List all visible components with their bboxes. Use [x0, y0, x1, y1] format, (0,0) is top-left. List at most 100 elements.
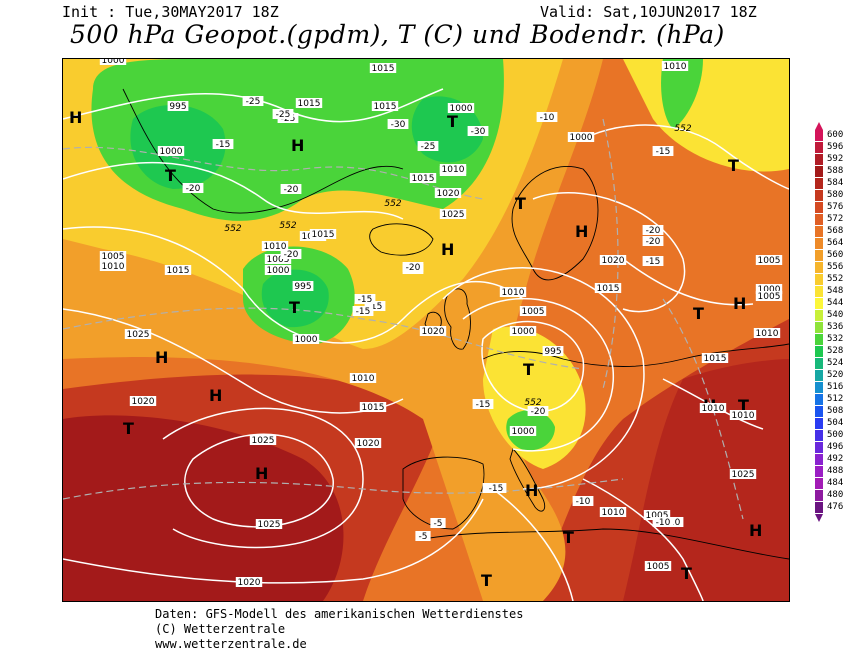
svg-text:-15: -15: [356, 307, 371, 317]
svg-text:-15: -15: [646, 257, 661, 267]
svg-text:1015: 1015: [312, 230, 335, 240]
scale-swatch: [815, 454, 823, 465]
svg-text:1000: 1000: [160, 147, 183, 157]
scale-label: 580: [827, 190, 844, 200]
pressure-label: 1020: [129, 396, 157, 407]
svg-text:995: 995: [544, 347, 561, 357]
coast-greenland: [122, 88, 404, 214]
pressure-label: 1010: [753, 328, 781, 339]
svg-text:1000: 1000: [512, 327, 535, 337]
temperature-label: -25: [242, 96, 264, 107]
scale-swatch: [815, 274, 823, 285]
svg-text:1005: 1005: [647, 562, 670, 572]
scale-label: 572: [827, 214, 844, 224]
svg-text:1005: 1005: [267, 255, 290, 265]
svg-text:1020: 1020: [238, 578, 261, 588]
low-symbol: T: [515, 194, 526, 213]
scale-swatch: [815, 286, 823, 297]
pressure-label: 1000: [292, 334, 320, 345]
svg-text:-20: -20: [646, 237, 661, 247]
geopotential-label: 552: [674, 124, 691, 134]
high-symbol: H: [69, 108, 82, 127]
svg-text:1025: 1025: [252, 436, 275, 446]
temperature-label: -20: [280, 184, 302, 195]
scale-swatch: [815, 418, 823, 429]
pressure-label: 1010: [99, 261, 127, 272]
pressure-label: 1015: [701, 353, 729, 364]
low-symbol: T: [523, 360, 534, 379]
scale-label: 600: [827, 130, 844, 140]
scale-label: 488: [827, 466, 844, 476]
isobar-6: [162, 407, 364, 549]
pressure-label: 1015: [359, 402, 387, 413]
svg-text:-20: -20: [284, 185, 299, 195]
temperature-label: -20: [642, 236, 664, 247]
pressure-label: 1025: [255, 519, 283, 530]
isobar-5: [184, 433, 334, 528]
low-symbol: T: [681, 564, 692, 583]
scale-swatch: [815, 298, 823, 309]
svg-text:1010: 1010: [264, 242, 287, 252]
temperature-label: -20: [527, 406, 549, 417]
pressure-label: 1015: [369, 63, 397, 74]
scale-label: 476: [827, 502, 844, 512]
temperature-label: -20: [182, 183, 204, 194]
pressure-label: 1010: [661, 61, 689, 72]
pressure-label: 1005: [755, 255, 783, 266]
svg-text:1010: 1010: [442, 165, 465, 175]
scale-swatch: [815, 250, 823, 261]
svg-text:1010: 1010: [502, 288, 525, 298]
scale-swatch: [815, 130, 823, 141]
svg-text:-15: -15: [216, 140, 231, 150]
scale-swatch: [815, 310, 823, 321]
svg-text:1020: 1020: [422, 327, 445, 337]
pressure-label: 1010: [499, 287, 527, 298]
scale-swatch: [815, 466, 823, 477]
color-scale: 600 596 592 588 584 580 576 572 568 564 560 556 552 5…: [810, 122, 850, 530]
svg-text:-15: -15: [476, 400, 491, 410]
scale-label: 576: [827, 202, 844, 212]
svg-text:-10: -10: [576, 497, 591, 507]
scale-label: 592: [827, 154, 844, 164]
high-symbol: H: [291, 136, 304, 155]
svg-text:1005: 1005: [522, 307, 545, 317]
pressure-label: 1005: [519, 306, 547, 317]
temperature-label: -30: [387, 119, 409, 130]
pressure-label: 1000: [509, 426, 537, 437]
svg-text:1020: 1020: [357, 439, 380, 449]
pressure-label: 1000: [447, 103, 475, 114]
weather-map: T T T T T T T T T T T T H H H H H H H H …: [62, 58, 790, 602]
svg-text:-20: -20: [284, 250, 299, 260]
scale-label: 548: [827, 286, 844, 296]
temperature-label: -30: [467, 126, 489, 137]
svg-text:1025: 1025: [442, 210, 465, 220]
svg-text:1015: 1015: [298, 99, 321, 109]
svg-text:-15: -15: [489, 484, 504, 494]
isobar-16: [492, 488, 574, 601]
svg-text:1020: 1020: [602, 256, 625, 266]
svg-text:1010: 1010: [732, 411, 755, 421]
high-symbol: H: [441, 240, 454, 259]
temperature-label: -15: [364, 301, 386, 312]
shade-deep-red-sw: [63, 415, 344, 601]
low-symbol: T: [693, 304, 704, 323]
svg-text:-10: -10: [540, 113, 555, 123]
svg-text:1015: 1015: [597, 284, 620, 294]
temperature-label: -10: [652, 517, 674, 528]
high-symbol: H: [525, 481, 538, 500]
high-symbol: H: [155, 348, 168, 367]
pressure-label: 1005: [643, 510, 671, 521]
geopotential-label: 552: [524, 398, 541, 408]
scale-label: 484: [827, 478, 844, 488]
scale-swatch: [815, 406, 823, 417]
isotherm-3: [63, 478, 624, 500]
temperature-label: -25: [272, 109, 294, 120]
isobar-15: [582, 478, 704, 601]
pressure-label: 1005: [755, 291, 783, 302]
pressure-label: 1005: [644, 561, 672, 572]
pressure-label: 1020: [235, 577, 263, 588]
scale-swatch: [815, 226, 823, 237]
high-symbol: H: [733, 294, 746, 313]
svg-text:-5: -5: [434, 519, 443, 529]
isobar-11: [532, 191, 686, 313]
